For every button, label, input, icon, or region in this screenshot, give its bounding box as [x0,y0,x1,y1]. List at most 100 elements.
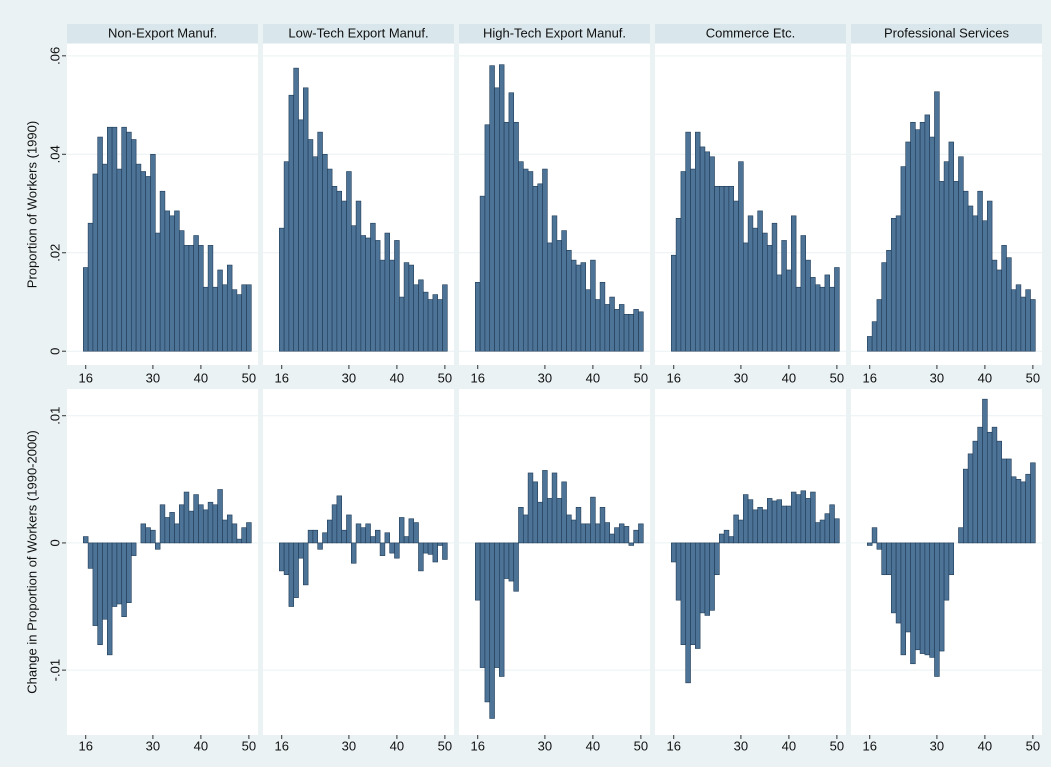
bar [174,210,180,352]
bar [575,264,582,352]
bar [805,498,811,544]
bar [222,519,228,544]
bar [537,183,543,352]
bar [422,291,429,352]
bar [570,519,577,544]
bar [159,190,166,352]
x-tick-label: 16 [470,738,484,753]
bar [236,538,242,544]
bar [351,225,357,352]
bar [236,294,242,352]
bar [675,542,682,601]
bar [604,304,610,352]
bar [633,309,639,352]
bar [322,532,328,544]
bar [719,533,725,544]
bar [757,210,763,352]
bar [561,230,567,352]
bar [958,156,964,352]
bar [542,470,548,544]
bar [279,227,285,352]
bar [709,156,715,352]
bar [1006,458,1012,544]
bar [241,284,247,352]
bar [121,126,127,352]
bar [623,313,630,352]
x-tick-label: 50 [242,370,256,385]
bar [900,166,907,352]
bar [97,136,103,352]
x-tick-label: 50 [634,370,648,385]
x-tick-label: 16 [862,370,876,385]
panel-header [263,24,454,43]
bar [111,126,118,352]
bar [771,500,778,544]
bar [312,529,319,544]
bar [810,491,816,544]
bar [695,131,701,352]
bar [145,176,151,352]
bar [800,235,806,352]
bar [699,146,706,352]
bar [489,542,495,719]
bar [1015,284,1022,352]
bar [800,490,806,544]
bar [479,542,486,668]
bar [728,185,735,352]
bar [551,472,558,544]
bar [982,398,988,544]
bar [867,542,873,546]
x-tick-label: 30 [930,738,944,753]
x-tick-label: 40 [782,738,796,753]
bar [518,161,524,352]
panel-title: Professional Services [884,25,1009,40]
bar [795,494,802,544]
bar [508,542,515,582]
bar [609,533,615,544]
bar [370,536,376,544]
bar [680,542,687,645]
bar [1020,481,1026,544]
bar [561,481,567,544]
bar [709,542,715,611]
bar [599,281,606,352]
bar [87,542,94,569]
x-tick-label: 40 [586,738,600,753]
bar [881,542,887,576]
bar [475,281,481,352]
bar [87,222,94,352]
bar [202,509,209,544]
bar [675,217,682,352]
y-tick-label: .06 [47,47,62,65]
bar [198,504,204,544]
x-tick-label: 50 [438,738,452,753]
bar [355,200,362,352]
bar [222,284,228,352]
y-tick-label: .04 [47,145,62,163]
bar [1006,257,1012,352]
bar [403,262,410,352]
bar [231,523,238,544]
bar [394,240,400,352]
y-tick-label: 0 [47,539,62,546]
x-tick-label: 50 [830,370,844,385]
bar [527,472,534,544]
bar [193,235,199,352]
bar [905,542,911,633]
bar [891,542,897,614]
bar [834,518,840,544]
bar [532,481,539,544]
y-axis-title: Change in Proportion of Workers (1990-20… [24,430,39,694]
panel-header [459,24,650,43]
bar [910,121,916,352]
bar [991,259,998,352]
bar [810,277,816,352]
x-tick-label: 16 [666,370,680,385]
bar [298,542,304,559]
bar [126,542,132,604]
bar [776,499,782,544]
bar [174,523,180,544]
bar [413,284,419,352]
bar [723,185,730,352]
bar [618,523,625,544]
